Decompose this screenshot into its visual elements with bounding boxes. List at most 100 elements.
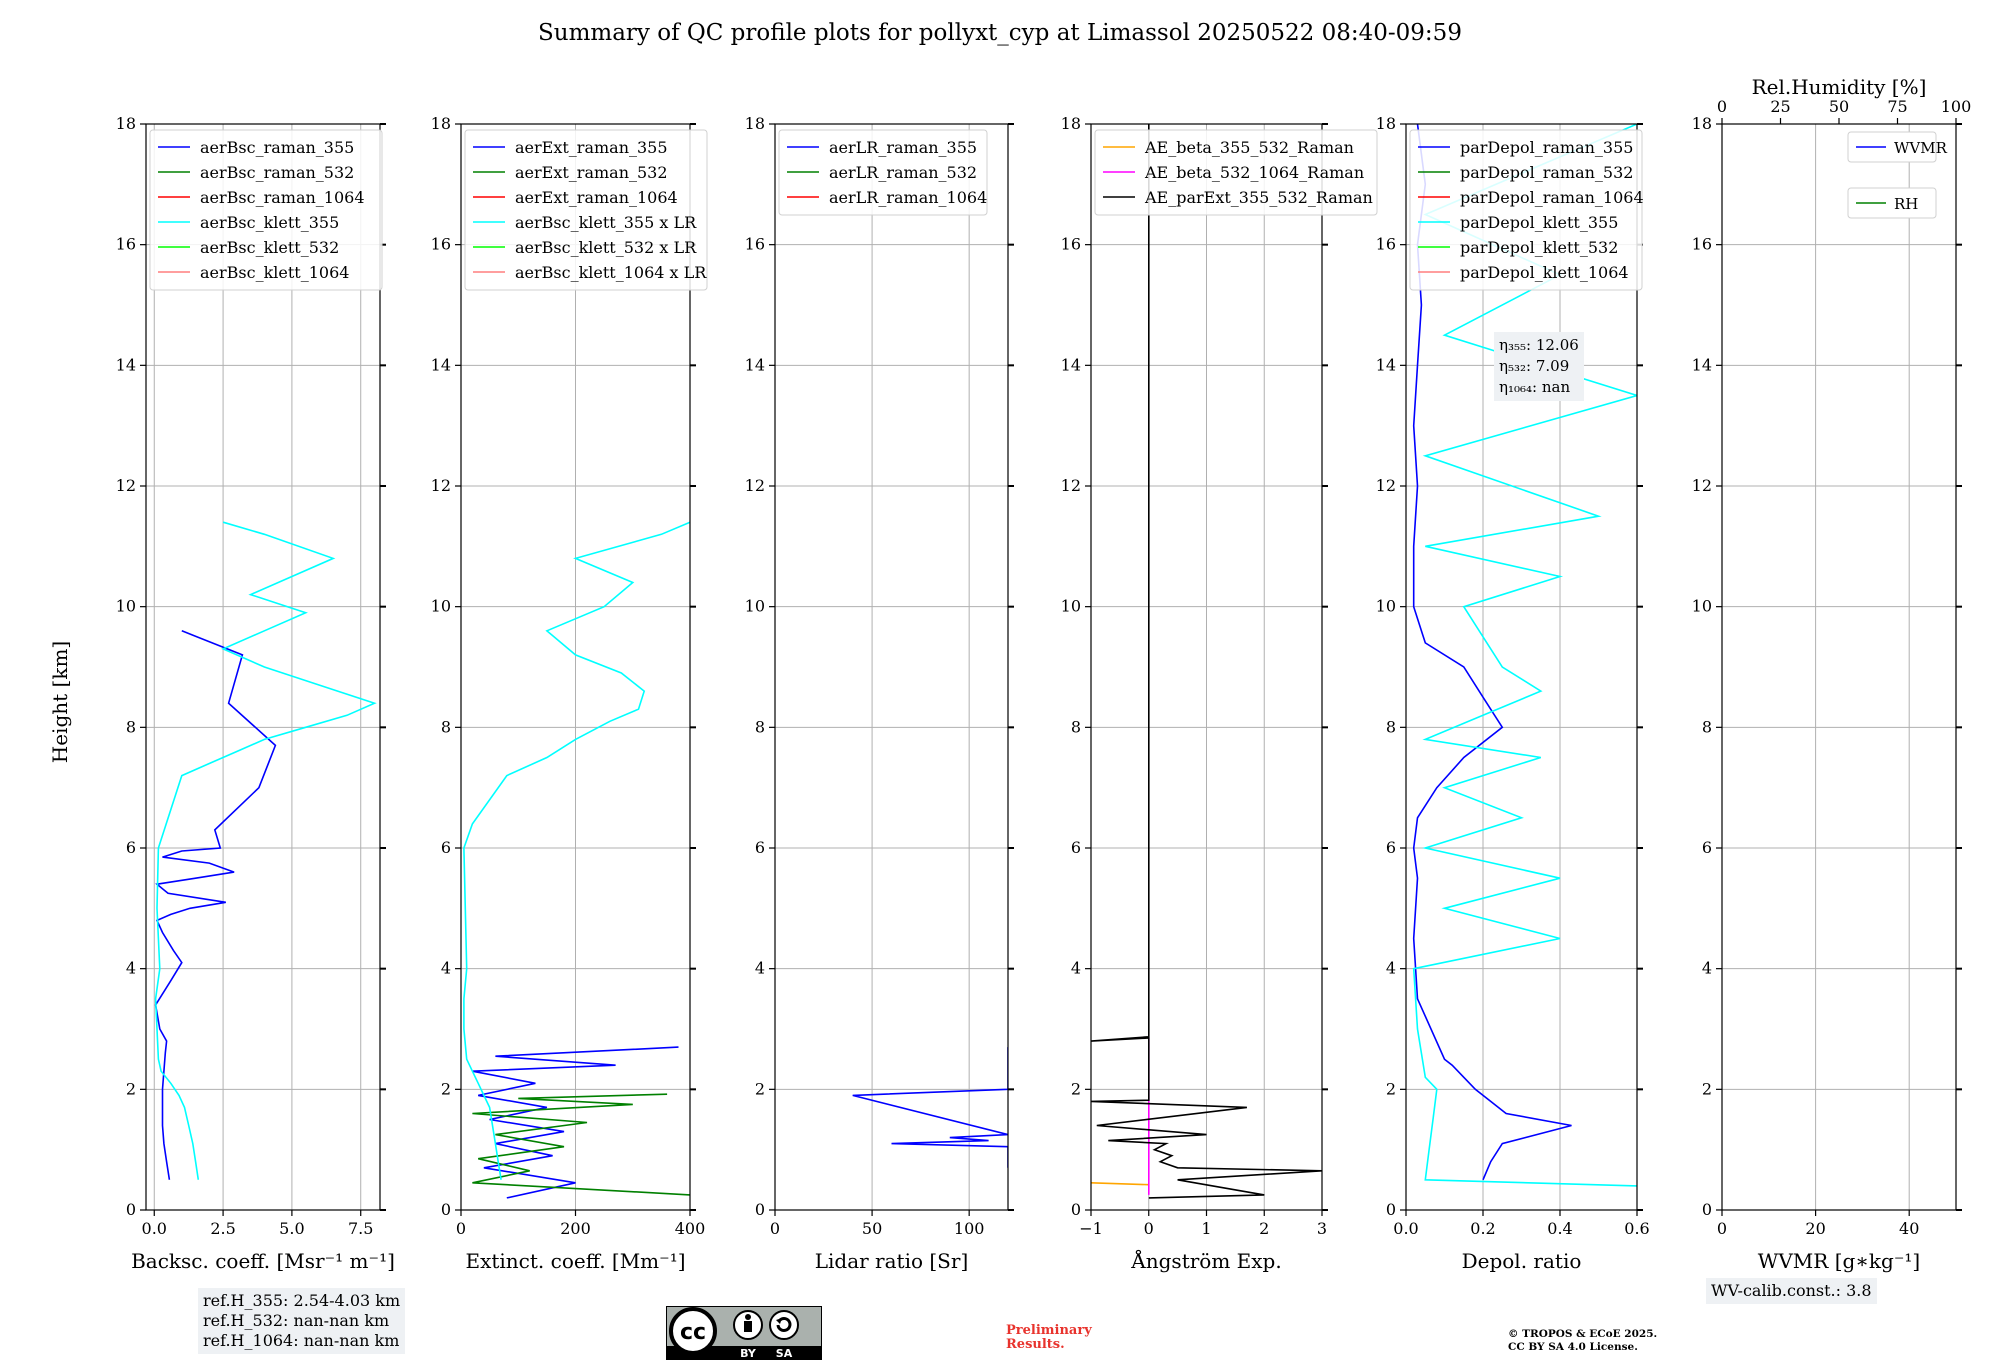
series-line-parDepol_raman_355 — [1412, 124, 1572, 1181]
by-text: BY — [740, 1347, 757, 1360]
axes-frame — [1721, 123, 1957, 1211]
preliminary-line-2: Results. — [1006, 1337, 1065, 1352]
x-tick-label: 0 — [456, 1219, 466, 1238]
legend-label: aerBsc_raman_1064 — [200, 188, 365, 207]
legend-label: RH — [1894, 195, 1918, 213]
y-tick-label: 8 — [1071, 717, 1081, 736]
series-line-aerLR_raman_355 — [852, 1047, 1008, 1168]
top-x-tick-label: 75 — [1887, 97, 1907, 116]
x-tick-label: 2.5 — [210, 1219, 235, 1238]
y-tick-label: 14 — [116, 355, 136, 374]
axes-frame — [774, 123, 1009, 1211]
y-tick-label: 0 — [755, 1200, 765, 1219]
cc-logo-text: cc — [680, 1320, 706, 1345]
ref-height-1064: ref.H_1064: nan-nan km — [203, 1331, 400, 1350]
reference-height-box: ref.H_355: 2.54-4.03 km ref.H_532: nan-n… — [198, 1288, 406, 1354]
y-tick-label: 16 — [1692, 235, 1712, 254]
x-tick-label: 0 — [1717, 1219, 1727, 1238]
y-tick-label: 6 — [126, 838, 136, 857]
y-tick-label: 8 — [441, 717, 451, 736]
x-tick-label: 40 — [1899, 1219, 1919, 1238]
panel-3: 0 50 100 0 2 4 6 8 10 12 14 16 18 Lidar ratio [Sr] aer… — [745, 114, 1014, 1273]
y-tick-label: 4 — [1386, 959, 1396, 978]
x-tick-label: 20 — [1805, 1219, 1825, 1238]
legend-label: aerBsc_raman_532 — [200, 163, 354, 182]
copyright-note: © TROPOS & ECoE 2025. CC BY SA 4.0 Licen… — [1508, 1328, 1657, 1354]
legend-label: aerExt_raman_1064 — [515, 188, 678, 207]
panel-6: 0 20 40 0 2 4 6 8 10 12 14 16 18 WVMR [g∗kg⁻¹] 0 25 50 75… — [1692, 75, 1972, 1273]
top-x-tick-label: 0 — [1717, 97, 1727, 116]
sa-text: SA — [776, 1347, 793, 1360]
top-x-tick-label: 25 — [1770, 97, 1790, 116]
y-tick-label: 12 — [116, 476, 136, 495]
y-tick-label: 2 — [126, 1079, 136, 1098]
y-tick-label: 10 — [745, 597, 765, 616]
y-axis-label: Height [km] — [48, 640, 72, 764]
y-tick-label: 8 — [126, 717, 136, 736]
legend: aerBsc_raman_355 aerBsc_raman_532 aerBsc_r… — [149, 129, 383, 291]
legend-label: aerBsc_klett_355 — [200, 213, 339, 232]
x-tick-label: 0.4 — [1547, 1219, 1572, 1238]
y-tick-label: 10 — [431, 597, 451, 616]
y-tick-label: 12 — [1376, 476, 1396, 495]
top-x-tick-label: 50 — [1829, 97, 1849, 116]
wv-calibration-box: WV-calib.const.: 3.8 — [1706, 1278, 1877, 1304]
legend-label: aerBsc_klett_532 — [200, 238, 339, 257]
y-tick-label: 12 — [431, 476, 451, 495]
y-tick-label: 8 — [1702, 717, 1712, 736]
x-tick-label: 3 — [1317, 1219, 1327, 1238]
y-tick-label: 8 — [1386, 717, 1396, 736]
legend-label: aerBsc_klett_355 x LR — [515, 213, 697, 232]
x-axis-label: Ångström Exp. — [1130, 1248, 1281, 1273]
axes-frame — [145, 123, 381, 1211]
x-tick-label: 0 — [770, 1219, 780, 1238]
x-tick-label: 0.0 — [1393, 1219, 1418, 1238]
series-line-parDepol_klett_355 — [1412, 124, 1637, 1187]
y-tick-label: 12 — [1061, 476, 1081, 495]
legend: aerLR_raman_355 aerLR_raman_532 aerLR_rama… — [778, 129, 988, 216]
y-tick-label: 8 — [755, 717, 765, 736]
y-tick-label: 6 — [441, 838, 451, 857]
series-line-aerBsc_raman_355 — [154, 630, 277, 1180]
x-tick-label: 7.5 — [348, 1219, 373, 1238]
y-tick-label: 4 — [1071, 959, 1081, 978]
x-tick-label: 1 — [1201, 1219, 1211, 1238]
y-tick-label: 12 — [1692, 476, 1712, 495]
y-tick-label: 12 — [745, 476, 765, 495]
legend-label: parDepol_klett_355 — [1460, 213, 1618, 232]
x-tick-label: 200 — [560, 1219, 591, 1238]
y-tick-label: 14 — [1061, 355, 1081, 374]
x-tick-label: 0 — [1144, 1219, 1154, 1238]
legend-label: aerLR_raman_1064 — [829, 188, 987, 207]
y-tick-label: 6 — [1702, 838, 1712, 857]
legend-label: aerExt_raman_532 — [515, 163, 668, 182]
x-axis-label: Lidar ratio [Sr] — [815, 1249, 969, 1273]
legend-label: aerExt_raman_355 — [515, 138, 668, 157]
y-tick-label: 0 — [1386, 1200, 1396, 1219]
panel-1: 0.0 2.5 5.0 7.5 0 2 4 6 8 10 12 14 16 18 Backsc. coeff… — [116, 114, 395, 1273]
y-tick-label: 18 — [116, 114, 136, 133]
y-tick-label: 6 — [1071, 838, 1081, 857]
legend: AE_beta_355_532_Raman AE_beta_532_1064_Ra… — [1094, 129, 1378, 216]
y-tick-label: 14 — [1692, 355, 1712, 374]
eta-532: η₅₃₂: 7.09 — [1499, 357, 1570, 375]
y-tick-label: 18 — [1692, 114, 1712, 133]
x-tick-label: 50 — [862, 1219, 882, 1238]
legend-label: AE_beta_355_532_Raman — [1144, 138, 1354, 157]
series-line-aerBsc_klett_355 — [154, 521, 377, 1180]
legend-label: parDepol_raman_355 — [1460, 138, 1633, 157]
legend-box — [778, 129, 988, 216]
ref-height-355: ref.H_355: 2.54-4.03 km — [203, 1291, 401, 1310]
legend-label: parDepol_raman_1064 — [1460, 188, 1644, 207]
legend-label: AE_beta_532_1064_Raman — [1144, 163, 1364, 182]
x-tick-label: −1 — [1079, 1219, 1103, 1238]
y-tick-label: 10 — [1376, 597, 1396, 616]
x-tick-label: 5.0 — [279, 1219, 304, 1238]
y-tick-label: 4 — [441, 959, 451, 978]
x-axis-label: Depol. ratio — [1462, 1249, 1582, 1273]
x-axis-label: Backsc. coeff. [Msr⁻¹ m⁻¹] — [131, 1249, 395, 1273]
panel-5: 0.0 0.2 0.4 0.6 0 2 4 6 8 10 12 14 16 18 Depol. ratio p… — [1376, 114, 1650, 1273]
